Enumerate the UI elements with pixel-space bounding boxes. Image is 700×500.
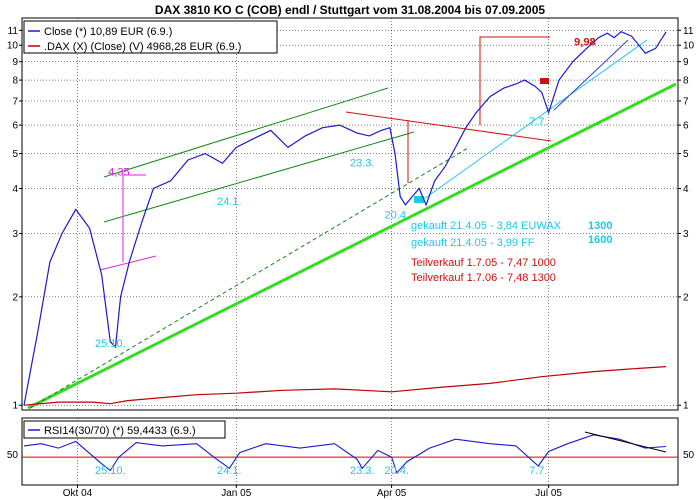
- main-annotation: 23.3.: [350, 158, 374, 170]
- legend-box: [23, 20, 278, 54]
- trade-notes: gekauft 21.4.05 - 3,84 EUWAX gekauft 21.…: [411, 220, 612, 284]
- red-bracket: [479, 36, 550, 125]
- main-ytick-left: 1: [12, 401, 18, 412]
- rsi-annotation: 23.3.: [350, 465, 374, 477]
- rsi-annotation: 24.1.: [217, 465, 241, 477]
- sell-marker: [540, 78, 549, 84]
- main-ytick-right: 11: [683, 26, 694, 37]
- main-ytick-left: 8: [12, 76, 18, 87]
- main-legend: Close (*) 10,89 EUR (6.9.) .DAX (X) (Clo…: [23, 20, 278, 54]
- main-ytick-left: 9: [12, 57, 18, 68]
- series-line-close: [23, 31, 667, 406]
- main-ytick-left: 11: [8, 26, 19, 37]
- chart-title: DAX 3810 KO C (COB) endl / Stuttgart vom…: [155, 3, 545, 17]
- main-ytick-left: 10: [7, 41, 19, 52]
- note-bought-euwax: gekauft 21.4.05 - 3,84 EUWAX: [411, 220, 562, 232]
- rsi-legend-box: [23, 420, 226, 439]
- rsi-legend-text: RSI14(30/70) (*) 59,4433 (6.9.): [44, 425, 196, 437]
- main-annotation: 7.7.: [529, 116, 547, 128]
- main-yticks-right: 1 2 3 4 5 6 7 8 9 10 11: [678, 26, 695, 412]
- main-ytick-right: 10: [683, 41, 695, 52]
- rsi-line: [23, 434, 667, 474]
- rsi-ytick-left: 50: [7, 450, 19, 461]
- main-ytick-left: 2: [12, 292, 18, 303]
- rsi-ytick-right: 50: [683, 450, 695, 461]
- channel-lower: [103, 131, 415, 223]
- rsi-annotation: 7.7.: [529, 465, 547, 477]
- main-ytick-left: 6: [12, 121, 18, 132]
- main-grid: [22, 18, 678, 410]
- x-tick-label: Apr 05: [377, 488, 407, 499]
- main-ytick-left: 3: [12, 229, 18, 240]
- x-tick-label: Jan 05: [221, 488, 251, 499]
- main-ytick-right: 1: [683, 401, 689, 412]
- blue-trendline: [553, 39, 629, 111]
- main-plot-area: [21, 17, 679, 411]
- note-partial-sale-1: Teilverkauf 1.7.05 - 7,47 1000: [411, 257, 556, 269]
- main-annotation: 9,98: [574, 37, 595, 49]
- main-ytick-right: 6: [683, 121, 689, 132]
- x-tick-label: Okt 04: [63, 488, 93, 499]
- main-annotation: 4,35: [108, 166, 129, 178]
- dashed-trendline: [29, 147, 469, 409]
- note-partial-sale-2: Teilverkauf 1.7.06 - 7,48 1300: [411, 272, 556, 284]
- main-panel: 9,98 4,35 24.1. 23.3. 20.4. 25.10. 7.7. 1 2 3 4 5 6…: [7, 17, 695, 412]
- main-overlays: [27, 36, 677, 410]
- main-annotations: 9,98 4,35 24.1. 23.3. 20.4. 25.10. 7.7.: [95, 37, 596, 351]
- x-tick-label: Jul 05: [535, 488, 562, 499]
- rsi-annotation: 25.10.: [95, 465, 126, 477]
- note-qty-1300: 1300: [588, 220, 612, 232]
- main-yticks-left: 1 2 3 4 5 6 7 8 9 10 11: [7, 26, 22, 412]
- rsi-annotation: 20.4.: [385, 465, 409, 477]
- rsi-trendline: [584, 431, 667, 453]
- main-ytick-left: 5: [12, 149, 18, 160]
- main-ytick-right: 7: [683, 96, 689, 107]
- main-annotation: 20.4.: [385, 210, 409, 222]
- main-ytick-left: 4: [12, 184, 18, 195]
- main-ytick-left: 7: [12, 96, 18, 107]
- rsi-legend: RSI14(30/70) (*) 59,4433 (6.9.): [23, 420, 226, 439]
- channel-upper: [103, 87, 389, 178]
- series-line-dax: [23, 366, 667, 406]
- main-series: [23, 31, 667, 406]
- main-ytick-right: 5: [683, 149, 689, 160]
- note-bought-ff: gekauft 21.4.05 - 3,99 FF: [411, 237, 535, 249]
- resistance-line: [345, 111, 552, 142]
- buy-marker: [414, 196, 424, 203]
- cyan-trendline: [420, 39, 648, 202]
- support-trendline: [27, 82, 677, 410]
- rsi-series: [23, 434, 667, 474]
- main-ytick-right: 8: [683, 76, 689, 87]
- note-qty-1600: 1600: [588, 234, 612, 246]
- magenta-line: [99, 255, 157, 271]
- x-axis: Okt 04 Jan 05 Apr 05 Jul 05: [63, 485, 562, 499]
- main-ytick-right: 4: [683, 184, 689, 195]
- rsi-panel: 25.10. 24.1. 23.3. 20.4. 7.7. RSI14(30/70) (…: [7, 417, 695, 486]
- main-ytick-right: 2: [683, 292, 689, 303]
- main-annotation: 25.10.: [95, 338, 126, 350]
- legend-entry-dax: .DAX (X) (Close) (V) 4968,28 EUR (6.9.): [44, 41, 241, 53]
- legend-entry-close: Close (*) 10,89 EUR (6.9.): [44, 26, 172, 38]
- main-annotation: 24.1.: [217, 196, 241, 208]
- main-ytick-right: 9: [683, 57, 689, 68]
- rsi-annotations: 25.10. 24.1. 23.3. 20.4. 7.7.: [95, 431, 667, 477]
- main-ytick-right: 3: [683, 229, 689, 240]
